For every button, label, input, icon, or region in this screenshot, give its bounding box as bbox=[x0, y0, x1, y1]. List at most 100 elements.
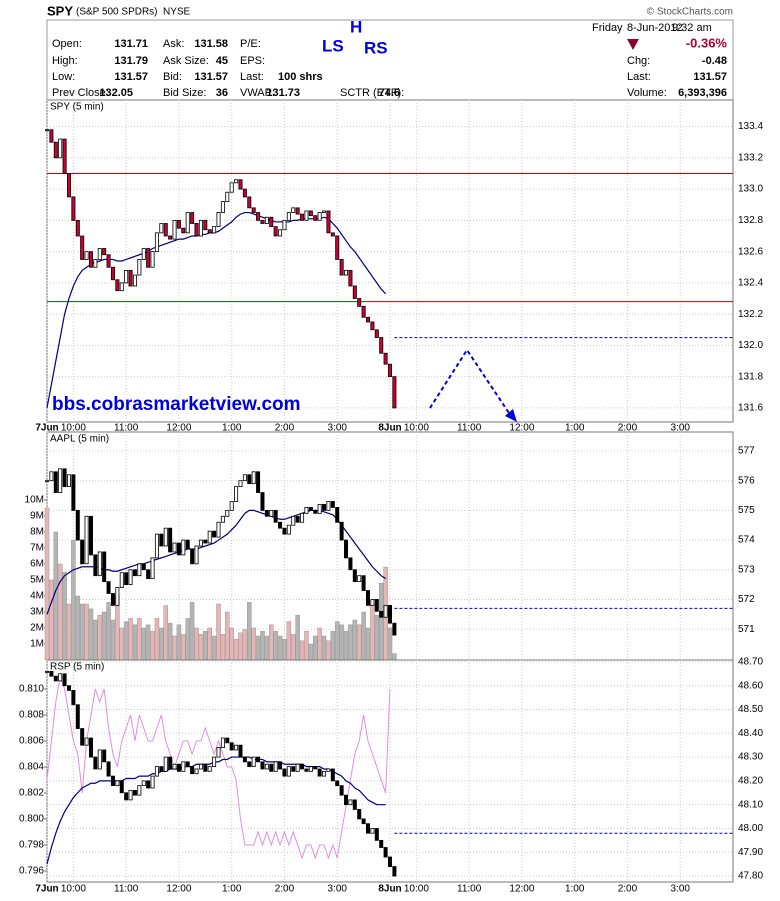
candle-body bbox=[198, 763, 203, 770]
candle-body bbox=[361, 305, 366, 318]
volume-bar bbox=[304, 630, 309, 661]
candle-body bbox=[387, 363, 392, 378]
field-label: Volume: bbox=[627, 87, 667, 99]
candle-body bbox=[190, 548, 195, 565]
candle-body bbox=[242, 756, 247, 763]
volume-bar bbox=[154, 618, 160, 661]
candle-body bbox=[335, 235, 340, 260]
candle-body bbox=[71, 474, 76, 511]
volume-bar bbox=[308, 643, 314, 661]
date: 8-Jun-2012 bbox=[627, 22, 683, 34]
volume-bar bbox=[330, 630, 336, 661]
candle-body bbox=[172, 542, 177, 553]
candle-body bbox=[45, 129, 50, 132]
candle-body bbox=[71, 690, 76, 706]
candle-body bbox=[106, 254, 111, 268]
field-value: 131.58 bbox=[194, 38, 228, 50]
candle-body bbox=[392, 866, 397, 877]
volume-tick-label: 3M bbox=[30, 607, 44, 618]
candle-body bbox=[264, 216, 269, 224]
y-tick-label: 48.30 bbox=[738, 752, 763, 763]
candle-body bbox=[49, 471, 54, 482]
x-tick-label: 11:00 bbox=[457, 884, 482, 895]
x-tick-label: 12:00 bbox=[509, 884, 534, 895]
volume-bar bbox=[387, 627, 393, 661]
candle-body bbox=[374, 828, 379, 841]
x-tick-label: 3:00 bbox=[670, 423, 690, 434]
candle-body bbox=[124, 792, 129, 801]
x-tick-label: 11:00 bbox=[114, 884, 139, 895]
x-tick-label: 10:00 bbox=[404, 884, 429, 895]
volume-bar bbox=[75, 595, 81, 661]
y-tick-label: 0.800 bbox=[19, 814, 44, 825]
y-tick-label: 575 bbox=[738, 505, 755, 516]
candle-body bbox=[286, 524, 291, 535]
x-tick-label: 10:00 bbox=[404, 423, 429, 434]
candle-body bbox=[352, 569, 357, 583]
volume-bar bbox=[317, 627, 322, 661]
y-tick-label: 0.798 bbox=[19, 840, 44, 851]
x-tick-label: 11:00 bbox=[457, 423, 482, 434]
volume-bar bbox=[233, 638, 239, 661]
candle-body bbox=[256, 212, 261, 221]
candle-body bbox=[383, 847, 388, 858]
candle-body bbox=[146, 248, 151, 268]
volume-bar bbox=[194, 627, 199, 661]
candle-body bbox=[392, 622, 397, 636]
volume-bar bbox=[71, 539, 76, 661]
y-tick-label: 132.6 bbox=[738, 246, 763, 257]
change-pct: -0.36% bbox=[686, 35, 728, 50]
candle-body bbox=[335, 507, 340, 523]
volume-bar bbox=[242, 629, 248, 661]
candle-body bbox=[317, 212, 322, 221]
candle-body bbox=[84, 737, 89, 746]
field-label: Last: bbox=[240, 71, 264, 83]
candle-body bbox=[45, 671, 50, 673]
volume-bar bbox=[286, 621, 292, 661]
y-tick-label: 577 bbox=[738, 446, 755, 457]
candle-body bbox=[71, 196, 76, 221]
candle-body bbox=[97, 248, 102, 260]
annotation: LS bbox=[322, 36, 344, 55]
panel-title: RSP (5 min) bbox=[50, 662, 104, 673]
x-tick-label: 10:00 bbox=[61, 884, 86, 895]
candle-body bbox=[366, 823, 371, 834]
candle-body bbox=[132, 789, 137, 796]
field-label: Open: bbox=[52, 38, 82, 50]
candle-body bbox=[317, 768, 322, 777]
candle-body bbox=[229, 501, 234, 511]
candle-body bbox=[176, 542, 181, 556]
candle-body bbox=[291, 766, 296, 772]
candle-body bbox=[264, 763, 269, 770]
field-value: 74.6 bbox=[379, 87, 400, 99]
candle-body bbox=[102, 551, 107, 583]
volume-bar bbox=[101, 611, 107, 661]
candle-body bbox=[49, 671, 54, 677]
volume-tick-label: 9M bbox=[30, 511, 44, 522]
candle-body bbox=[194, 768, 199, 775]
volume-bar bbox=[273, 630, 278, 661]
volume-bar bbox=[291, 634, 296, 661]
candle-body bbox=[304, 210, 309, 221]
candle-body bbox=[278, 229, 283, 237]
candle-body bbox=[141, 563, 146, 571]
candle-body bbox=[212, 756, 217, 767]
candle-body bbox=[278, 761, 283, 770]
candle-body bbox=[154, 232, 159, 253]
candle-body bbox=[361, 818, 366, 825]
candle-body bbox=[172, 763, 177, 770]
volume-bar bbox=[44, 507, 50, 661]
candle-body bbox=[185, 761, 190, 767]
candle-body bbox=[97, 551, 102, 577]
candle-body bbox=[128, 789, 133, 801]
candle-body bbox=[282, 768, 287, 777]
volume-bar bbox=[106, 602, 111, 661]
candle-body bbox=[220, 737, 225, 748]
y-tick-label: 0.804 bbox=[19, 762, 44, 773]
candle-body bbox=[66, 474, 71, 488]
candle-body bbox=[110, 266, 115, 281]
y-tick-label: 48.40 bbox=[738, 728, 763, 739]
candle-body bbox=[84, 251, 89, 260]
candle-body bbox=[229, 182, 234, 193]
field-label: SCTR (ETF): bbox=[340, 87, 404, 99]
